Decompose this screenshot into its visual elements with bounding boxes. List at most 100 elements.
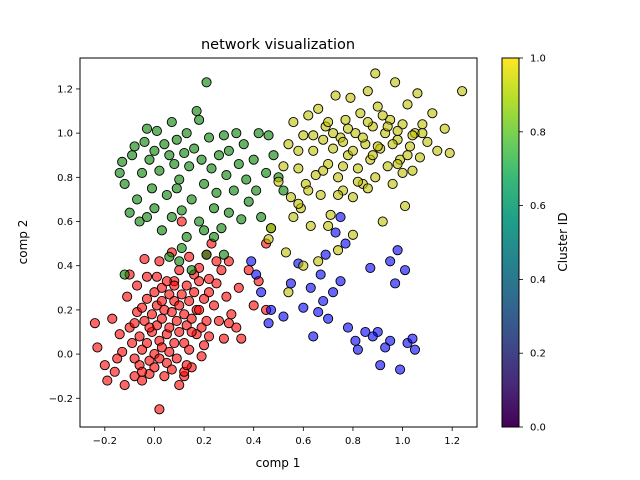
data-point — [397, 167, 408, 178]
data-point — [278, 185, 289, 196]
data-point — [305, 220, 316, 231]
data-point — [427, 108, 438, 119]
data-point — [141, 293, 153, 304]
colorbar-tick-label: 1.0 — [530, 54, 546, 65]
data-point — [196, 351, 207, 362]
data-point — [199, 178, 210, 189]
data-point — [112, 353, 123, 364]
data-point — [352, 163, 363, 174]
data-point — [174, 300, 185, 311]
data-point — [328, 143, 339, 154]
data-point — [186, 194, 197, 205]
data-point — [174, 174, 185, 185]
data-point — [387, 178, 398, 189]
colorbar — [501, 57, 520, 428]
data-point — [399, 265, 411, 276]
data-point — [308, 130, 319, 141]
data-point — [347, 192, 358, 203]
data-point — [179, 147, 190, 159]
data-point — [208, 203, 220, 214]
data-point — [404, 141, 416, 152]
data-point — [154, 353, 165, 364]
data-point — [223, 256, 234, 267]
data-point — [308, 145, 319, 156]
data-point — [375, 360, 386, 371]
data-point — [164, 150, 175, 161]
colorbar-tick-label: 0.4 — [530, 275, 546, 286]
data-point — [352, 176, 363, 187]
data-point — [251, 269, 262, 280]
y-tick-label: 0.2 — [57, 305, 73, 316]
colorbar-ticks: 0.0 0.2 0.4 0.6 0.8 1.0 — [519, 54, 546, 434]
data-point — [149, 203, 160, 214]
plot-frame — [79, 57, 478, 428]
data-point — [166, 307, 177, 318]
data-point — [203, 287, 215, 298]
data-point — [390, 278, 401, 289]
y-tick-label: −0.2 — [49, 394, 73, 405]
data-point — [119, 178, 130, 189]
data-point — [362, 117, 373, 128]
data-point — [238, 139, 249, 150]
data-point — [335, 212, 346, 223]
data-point — [337, 136, 349, 148]
data-point — [154, 165, 165, 176]
data-point — [350, 128, 361, 139]
data-point — [335, 276, 346, 287]
data-point — [303, 110, 314, 121]
data-point — [283, 139, 294, 150]
y-axis-ticks: −0.2 0.0 0.2 0.4 0.6 0.8 1.0 1.2 — [49, 84, 80, 405]
data-point — [154, 256, 165, 267]
data-point — [201, 77, 212, 88]
data-point — [89, 318, 100, 329]
colorbar-tick-label: 0.2 — [530, 349, 546, 360]
data-point — [194, 304, 205, 315]
data-point — [357, 132, 368, 143]
data-point — [107, 313, 118, 324]
data-point — [208, 231, 220, 243]
y-tick-label: 0.6 — [57, 217, 73, 228]
data-point — [149, 362, 160, 373]
data-point — [407, 333, 418, 344]
data-point — [144, 355, 155, 366]
data-point — [218, 333, 229, 344]
data-point — [310, 170, 321, 181]
data-point — [231, 128, 242, 139]
data-point — [313, 307, 324, 318]
data-point — [186, 326, 197, 338]
data-point — [194, 276, 205, 287]
data-point — [171, 134, 182, 145]
data-point — [184, 161, 195, 172]
data-point — [199, 340, 210, 351]
data-point — [174, 326, 185, 338]
data-point — [161, 189, 172, 201]
y-tick-label: 1.0 — [57, 129, 73, 140]
data-point — [109, 366, 120, 377]
data-point — [213, 315, 224, 326]
data-point — [412, 88, 423, 99]
y-tick-label: 1.2 — [57, 84, 73, 95]
data-point — [196, 322, 207, 333]
data-point — [194, 114, 205, 125]
data-point — [164, 289, 175, 300]
data-point — [144, 322, 155, 333]
x-tick-label: 0.0 — [146, 436, 162, 447]
data-point — [392, 245, 403, 256]
data-point — [382, 161, 393, 172]
data-point — [201, 249, 212, 260]
data-point — [390, 77, 401, 88]
x-axis-label: comp 1 — [256, 456, 301, 470]
data-point — [99, 360, 110, 371]
scatter-points — [89, 68, 468, 415]
data-point — [223, 318, 234, 329]
data-point — [141, 337, 153, 349]
data-point — [216, 223, 227, 234]
data-point — [169, 280, 180, 291]
data-point — [164, 251, 175, 262]
data-point — [293, 145, 304, 156]
data-point — [407, 165, 418, 176]
data-point — [342, 322, 354, 333]
data-point — [432, 145, 443, 156]
data-point — [223, 207, 234, 218]
